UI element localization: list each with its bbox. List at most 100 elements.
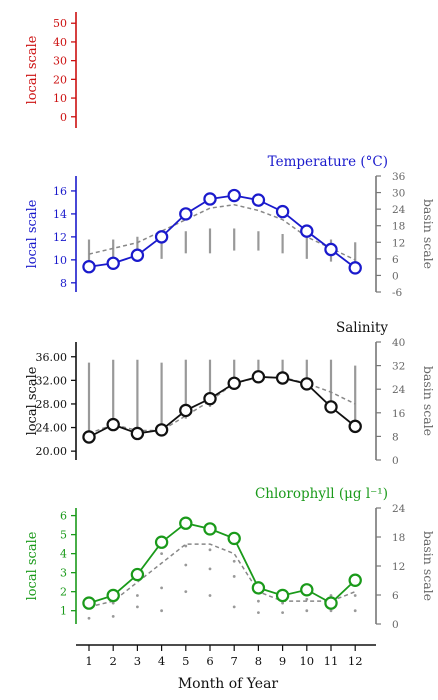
chlorophyll-basin-dot [257, 611, 260, 614]
chlorophyll-left-tick-label: 1 [60, 605, 67, 618]
chlorophyll-local-point [106, 588, 120, 603]
chlorophyll-left-tick-label: 3 [60, 567, 67, 580]
temperature-right-tick-label: 30 [392, 188, 405, 200]
temperature-left-tick-label: 14 [53, 208, 67, 221]
salinity-local-point [275, 371, 290, 385]
chlorophyll-left-tick-label: 5 [60, 529, 67, 542]
x-tick-label: 7 [231, 654, 238, 668]
x-tick-label: 8 [255, 654, 262, 668]
panel-top: 0 10 20 30 40 50 local scale [25, 12, 77, 128]
salinity-right-tick-label: 24 [392, 384, 406, 396]
chlorophyll-local-point [82, 596, 96, 610]
salinity-right-tick-label: 0 [392, 455, 399, 467]
salinity-local-point [227, 376, 241, 390]
salinity-left-tick-label: 32.00 [36, 374, 68, 387]
temperature-right-tick-label: 12 [392, 237, 405, 249]
salinity-panel-title: Salinity [336, 320, 388, 336]
temperature-panel-title: Temperature (°C) [268, 154, 388, 170]
chlorophyll-basin-dot [232, 575, 236, 578]
panel-salinity: 20.00 24.00 28.00 32.00 36.00 local scale Sali… [25, 320, 436, 467]
temperature-right-tick-label: 0 [392, 270, 399, 282]
top-left-tick-label: 50 [53, 17, 67, 30]
x-tick-label: 4 [158, 654, 165, 668]
salinity-local-point [106, 417, 120, 432]
chlorophyll-basin-dot [160, 586, 164, 590]
chlorophyll-local-point [227, 531, 241, 546]
salinity-local-line [88, 375, 356, 438]
x-tick-label: 5 [182, 654, 189, 668]
temperature-local-point [300, 224, 314, 238]
chlorophyll-basin-dot [305, 609, 309, 613]
chlorophyll-basin-dot [184, 563, 188, 567]
x-tick-label: 9 [279, 654, 286, 668]
chlorophyll-basin-dot [208, 548, 212, 552]
top-left-tick-label: 20 [53, 73, 67, 86]
salinity-left-tick-label: 28.00 [36, 398, 68, 411]
salinity-local-point [300, 377, 314, 391]
salinity-left-tick-label: 20.00 [36, 445, 68, 458]
temperature-right-axis-label: basin scale [421, 199, 436, 269]
chlorophyll-right-tick-label: 0 [392, 619, 399, 631]
chlorophyll-local-point [275, 588, 290, 603]
chlorophyll-right-tick-label: 18 [392, 532, 405, 544]
chlorophyll-left-tick-label: 6 [60, 510, 67, 523]
chlorophyll-local-point [300, 583, 314, 597]
x-tick-label: 11 [324, 654, 339, 668]
chlorophyll-basin-dot [208, 594, 212, 597]
chlorophyll-basin-dot [281, 611, 284, 614]
temperature-local-point [324, 242, 338, 257]
top-left-tick-label: 0 [60, 111, 67, 124]
chlorophyll-left-tick-label: 4 [60, 548, 67, 561]
temperature-local-point [106, 256, 120, 270]
salinity-local-point [154, 423, 169, 437]
chlorophyll-right-axis-label: basin scale [421, 531, 436, 601]
temperature-left-axis-label: local scale [25, 199, 40, 268]
temperature-local-point [203, 192, 217, 206]
salinity-right-tick-label: 40 [392, 337, 405, 349]
salinity-local-point [348, 419, 362, 434]
chlorophyll-basin-dot [184, 590, 188, 594]
salinity-right-tick-label: 16 [392, 408, 406, 420]
top-left-axis-label: local scale [25, 35, 40, 104]
salinity-local-point [324, 400, 338, 414]
chlorophyll-basin-dot [160, 609, 164, 613]
temperature-local-point [251, 193, 266, 207]
chlorophyll-basin-dot [136, 594, 139, 597]
temperature-local-point [154, 230, 169, 244]
x-tick-label: 1 [85, 654, 92, 668]
chlorophyll-basin-dot [111, 601, 115, 605]
salinity-left-axis-label: local scale [25, 366, 40, 435]
temperature-left-tick-label: 10 [53, 254, 67, 267]
chlorophyll-basin-dot [232, 605, 236, 609]
x-tick-label: 6 [206, 654, 213, 668]
chlorophyll-basin-dot [160, 552, 164, 556]
chlorophyll-basin-mean-line [88, 543, 356, 608]
x-tick-label: 3 [134, 654, 141, 668]
chlorophyll-basin-dot [353, 609, 357, 613]
temperature-right-tick-label: -6 [392, 287, 403, 299]
chlorophyll-left-axis-label: local scale [25, 531, 40, 600]
chlorophyll-basin-dot [87, 616, 91, 620]
chlorophyll-local-point [251, 581, 266, 595]
chlorophyll-local-line [88, 522, 356, 605]
chlorophyll-basin-dot [208, 567, 212, 571]
x-tick-label: 10 [299, 654, 314, 668]
salinity-basin-mean-line [88, 376, 356, 435]
chlorophyll-basin-dot [329, 609, 333, 613]
temperature-basin-mean-line [88, 203, 356, 261]
x-tick-label: 2 [110, 654, 117, 668]
top-left-tick-label: 30 [53, 55, 67, 68]
temperature-left-tick-label: 16 [53, 185, 67, 198]
temperature-left-tick-label: 12 [53, 231, 67, 244]
chlorophyll-local-point [179, 516, 193, 530]
temperature-right-tick-label: 36 [392, 171, 406, 183]
salinity-local-point [203, 391, 217, 406]
salinity-left-tick-label: 36.00 [36, 351, 68, 364]
salinity-local-point [179, 403, 193, 418]
chlorophyll-basin-dot [281, 601, 284, 605]
temperature-local-point [275, 204, 290, 219]
temperature-local-point [348, 261, 362, 275]
x-axis-label: Month of Year [178, 676, 279, 692]
temperature-local-point [130, 248, 145, 262]
